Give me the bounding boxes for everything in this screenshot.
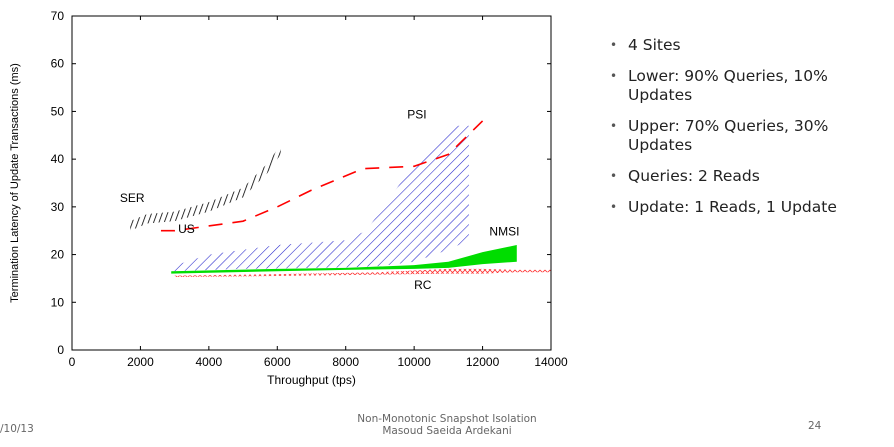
x-tick-label: 14000 bbox=[534, 355, 568, 369]
footer-title: Non-Monotonic Snapshot Isolation Masoud … bbox=[0, 413, 894, 437]
x-tick-label: 2000 bbox=[127, 355, 154, 369]
y-tick-label: 60 bbox=[51, 57, 65, 71]
plot-frame bbox=[71, 15, 552, 351]
y-tick-label: 70 bbox=[51, 9, 65, 23]
region-us bbox=[160, 120, 484, 232]
bullet-dot-icon: • bbox=[610, 119, 618, 133]
y-tick-label: 40 bbox=[51, 152, 65, 166]
bullet-item: • Upper: 70% Queries, 30% Updates bbox=[610, 117, 829, 154]
bullet-dot-icon: • bbox=[610, 38, 618, 52]
y-tick-label: 20 bbox=[51, 248, 65, 262]
x-tick-label: 12000 bbox=[466, 355, 500, 369]
bullet-dot-icon: • bbox=[610, 169, 618, 183]
footer-author-line: Masoud Saeida Ardekani bbox=[382, 425, 512, 437]
x-tick-label: 6000 bbox=[264, 355, 291, 369]
y-tick-label: 10 bbox=[51, 295, 65, 309]
x-tick-label: 4000 bbox=[196, 355, 223, 369]
bullet-item: • 4 Sites bbox=[610, 36, 681, 54]
x-axis-label: Throughput (tps) bbox=[267, 373, 356, 387]
bullet-dot-icon: • bbox=[610, 200, 618, 214]
y-axis-label: Termination Latency of Update Transactio… bbox=[9, 63, 21, 303]
bullet-item: • Queries: 2 Reads bbox=[610, 167, 760, 185]
label-ser: SER bbox=[120, 191, 145, 205]
x-tick-label: 8000 bbox=[332, 355, 359, 369]
region-ser bbox=[130, 144, 281, 231]
region-nmsi bbox=[171, 245, 517, 274]
footer-title-line: Non-Monotonic Snapshot Isolation bbox=[357, 413, 537, 425]
region-rc bbox=[174, 268, 551, 277]
label-psi: PSI bbox=[407, 108, 426, 122]
label-us: US bbox=[178, 222, 195, 236]
label-rc: RC bbox=[414, 278, 432, 292]
region-psi bbox=[171, 125, 469, 272]
label-nmsi: NMSI bbox=[489, 224, 519, 238]
slide-number: 24 bbox=[808, 420, 822, 432]
bullet-item: • Update: 1 Reads, 1 Update bbox=[610, 198, 837, 216]
x-tick-label: 10000 bbox=[397, 355, 431, 369]
bullet-dot-icon: • bbox=[610, 69, 618, 83]
y-tick-label: 0 bbox=[57, 343, 64, 357]
x-tick-label: 0 bbox=[69, 355, 76, 369]
y-tick-label: 30 bbox=[51, 200, 65, 214]
y-tick-label: 50 bbox=[51, 104, 65, 118]
bullet-item: • Lower: 90% Queries, 10% Updates bbox=[610, 67, 828, 104]
footer-date: /10/13 bbox=[0, 423, 34, 435]
bullet-list: • 4 Sites • Lower: 90% Queries, 10% Update… bbox=[598, 36, 888, 229]
